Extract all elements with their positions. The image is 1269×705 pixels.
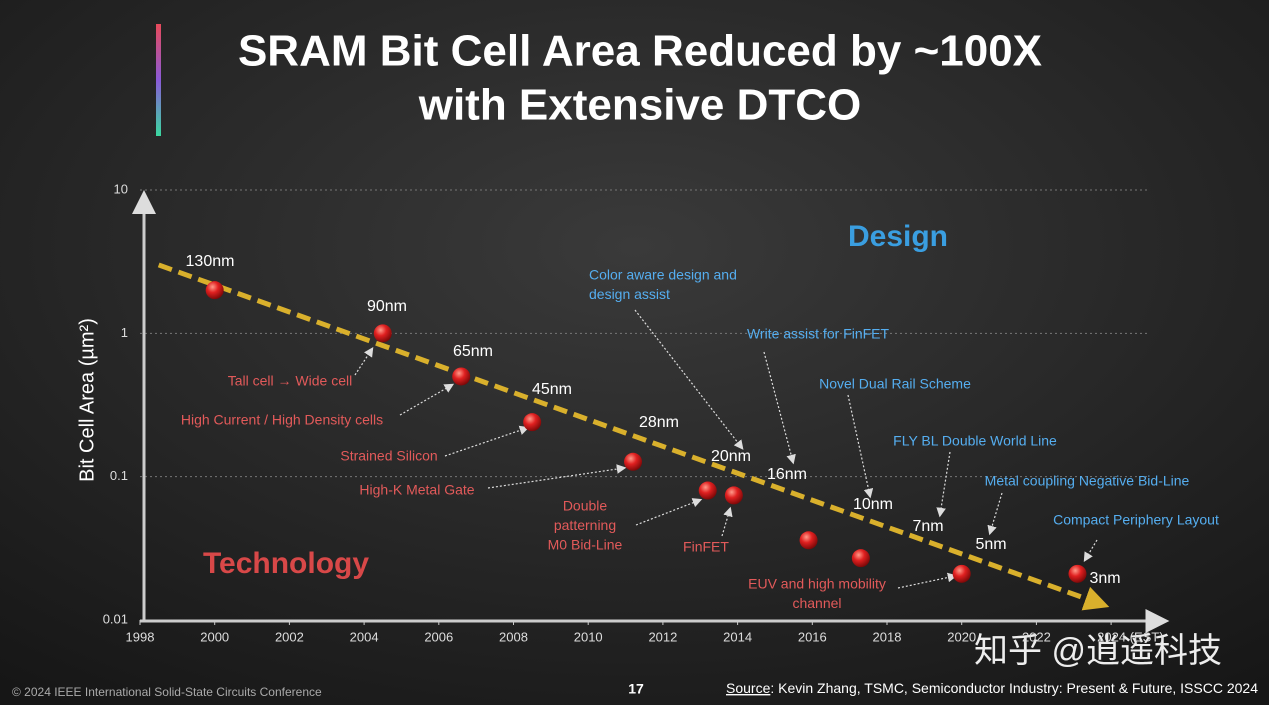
technology-note: Tall cell → Wide cell: [228, 373, 352, 389]
data-point: [205, 281, 224, 300]
subtitle: with Extensive DTCO: [418, 81, 862, 130]
y-tick-label: 0.1: [110, 468, 128, 483]
note-arrow: [721, 506, 733, 537]
x-tick-label: 2002: [275, 629, 304, 644]
page-number: 17: [628, 681, 644, 697]
y-tick-label: 0.01: [103, 611, 128, 626]
x-tick-label: 2020: [947, 629, 976, 644]
technology-note: High-K Metal Gate: [359, 482, 474, 498]
technology-label: Technology: [203, 547, 369, 580]
note-arrow: [635, 498, 703, 526]
x-tick-label: 2024 (EST): [1097, 629, 1163, 644]
y-tick-label: 10: [114, 181, 128, 196]
y-axis-label: Bit Cell Area (µm²): [76, 318, 98, 482]
note-arrow: [634, 309, 744, 450]
x-tick-label: 2006: [424, 629, 453, 644]
x-tick-label: 2014: [723, 629, 752, 644]
x-tick-label: 2000: [200, 629, 229, 644]
node-label: 28nm: [639, 414, 679, 431]
design-note: Metal coupling Negative Bid-Line: [985, 473, 1190, 489]
note-arrow: [444, 425, 530, 457]
technology-note: Strained Silicon: [340, 448, 437, 464]
node-label: 5nm: [975, 536, 1006, 553]
data-point: [851, 549, 870, 568]
technology-note: patterning: [554, 517, 616, 533]
watermark: 知乎 @逍遥科技: [974, 632, 1222, 670]
source: Source: Kevin Zhang, TSMC, Semiconductor…: [726, 680, 1258, 696]
node-label: 65nm: [453, 343, 493, 360]
design-note: Compact Periphery Layout: [1053, 512, 1219, 528]
data-point: [724, 486, 743, 505]
x-tick-label: 2022: [1022, 629, 1051, 644]
technology-note: channel: [792, 595, 841, 611]
x-tick-label: 2018: [873, 629, 902, 644]
note-arrow: [763, 351, 796, 465]
design-note: FLY BL Double World Line: [893, 433, 1057, 449]
y-tick-label: 1: [121, 325, 128, 340]
x-tick-label: 2004: [350, 629, 379, 644]
design-label: Design: [848, 220, 948, 253]
data-point: [1068, 564, 1087, 583]
node-label: 20nm: [711, 448, 751, 465]
x-tick-label: 2010: [574, 629, 603, 644]
design-note: Novel Dual Rail Scheme: [819, 376, 971, 392]
data-point: [698, 481, 717, 500]
technology-note: High Current / High Density cells: [181, 412, 383, 428]
design-note: Write assist for FinFET: [747, 326, 890, 342]
note-arrow: [936, 451, 951, 518]
data-point: [452, 367, 471, 386]
x-tick-label: 1998: [126, 629, 155, 644]
data-point: [952, 564, 971, 583]
node-label: 16nm: [767, 466, 807, 483]
data-point: [799, 531, 818, 550]
note-arrow: [987, 492, 1003, 536]
node-label: 130nm: [186, 253, 235, 270]
technology-note: EUV and high mobility: [748, 576, 886, 592]
technology-note: M0 Bid-Line: [548, 537, 623, 553]
copyright: © 2024 IEEE International Solid-State Ci…: [12, 685, 322, 699]
node-label: 45nm: [532, 381, 572, 398]
source-text: : Kevin Zhang, TSMC, Semiconductor Indus…: [770, 680, 1258, 696]
design-note: design assist: [589, 286, 670, 302]
note-arrow: [897, 572, 958, 589]
node-label: 10nm: [853, 496, 893, 513]
note-arrow: [847, 394, 874, 499]
technology-note: FinFET: [683, 539, 729, 555]
data-point: [373, 324, 392, 343]
node-label: 3nm: [1089, 570, 1120, 587]
x-tick-label: 2008: [499, 629, 528, 644]
data-point: [624, 452, 643, 471]
title: SRAM Bit Cell Area Reduced by ~100X: [238, 27, 1042, 76]
note-arrow: [487, 464, 627, 489]
source-label: Source: [726, 680, 771, 696]
accent-bar: [156, 24, 161, 136]
x-tick-label: 2012: [648, 629, 677, 644]
technology-note: Double: [563, 498, 608, 514]
x-tick-label: 2016: [798, 629, 827, 644]
note-arrow: [354, 346, 374, 376]
design-note: Color aware design and: [589, 267, 737, 283]
node-label: 90nm: [367, 298, 407, 315]
node-label: 7nm: [912, 518, 943, 535]
data-point: [523, 413, 542, 432]
